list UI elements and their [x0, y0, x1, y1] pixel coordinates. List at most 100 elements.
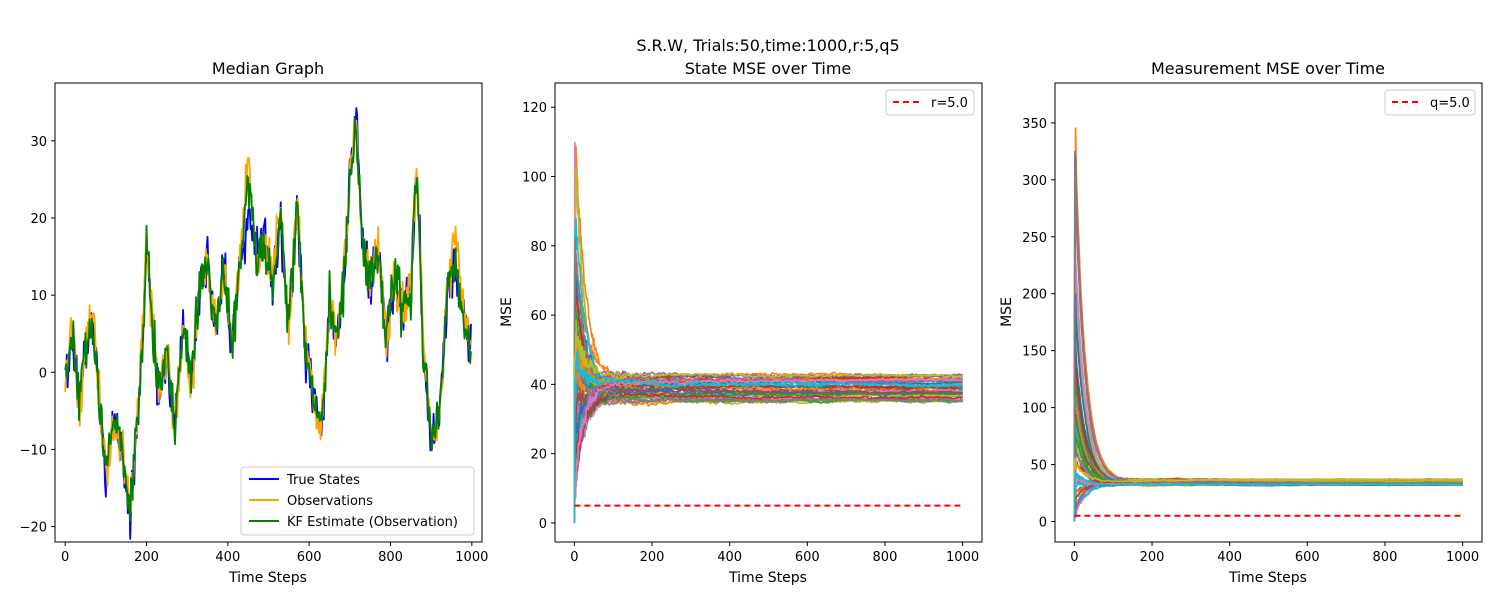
x-tick-label: 200: [1140, 550, 1165, 565]
legend-frame: [240, 466, 475, 536]
legend-label: True States: [286, 473, 360, 488]
trial-line: [1073, 472, 1463, 522]
trial-line: [573, 384, 963, 523]
panel-title: Measurement MSE over Time: [1151, 59, 1385, 78]
y-tick-label: 150: [1022, 345, 1047, 360]
trial-line: [1073, 418, 1463, 522]
x-tick-label: 400: [1217, 550, 1242, 565]
trial-line: [573, 310, 964, 523]
trial-line: [1073, 377, 1463, 522]
trial-line: [573, 390, 963, 523]
x-tick-label: 1000: [1446, 550, 1479, 565]
trial-line: [1073, 155, 1463, 522]
panel-title: State MSE over Time: [685, 59, 852, 78]
panel-measurement-mse: Measurement MSE over Time 0 200 400 600 800 1…: [999, 59, 1483, 586]
trial-line: [573, 340, 963, 523]
trial-line: [573, 326, 963, 523]
axes: 0 200 400 600 800 1000 0 20 40 60 80 100 120: [522, 82, 983, 565]
trial-line: [1073, 374, 1463, 522]
axes: 0 200 400 600 800 1000 −20 −10 0 10 20 30: [20, 82, 488, 565]
trial-line: [573, 386, 963, 523]
trial-line: [573, 331, 963, 523]
y-tick-label: 50: [1030, 459, 1047, 474]
trial-line: [573, 392, 963, 523]
y-axis-label: MSE: [499, 297, 515, 327]
axes-frame: [54, 82, 483, 543]
trial-line: [1073, 398, 1463, 522]
x-tick-label: 600: [1295, 550, 1320, 565]
y-tick-label: 100: [522, 171, 547, 186]
trial-line: [1073, 337, 1463, 522]
trial-line: [1073, 150, 1463, 522]
trial-line: [1073, 355, 1463, 522]
x-tick-label: 600: [297, 550, 322, 565]
legend-frame: [885, 89, 975, 116]
trial-line: [1073, 362, 1463, 522]
y-tick-label: 200: [1022, 288, 1047, 303]
y-tick-label: 100: [1022, 402, 1047, 417]
trial-line: [1073, 419, 1463, 522]
trial-line: [1073, 409, 1463, 522]
trial-line: [573, 388, 963, 523]
x-tick-label: 0: [61, 550, 69, 565]
trial-line: [1073, 386, 1463, 522]
trial-line: [573, 388, 963, 523]
trial-line: [573, 319, 963, 523]
trial-line: [1073, 378, 1463, 522]
y-tick-label: 250: [1022, 231, 1047, 246]
trial-line: [1073, 127, 1463, 522]
trial-line: [1073, 154, 1463, 522]
y-tick-label: 300: [1022, 174, 1047, 189]
plot-area: [64, 107, 472, 540]
trial-line: [1073, 461, 1463, 522]
x-axis-label: Time Steps: [728, 570, 807, 586]
x-tick-label: 800: [378, 550, 403, 565]
legend-label: Observations: [287, 494, 373, 509]
trial-line: [573, 375, 963, 523]
trial-line: [573, 396, 963, 523]
trial-line: [573, 350, 963, 523]
trial-line: [573, 319, 963, 523]
legend: r=5.0: [885, 89, 975, 116]
x-tick-label: 600: [795, 550, 820, 565]
legend: q=5.0: [1384, 89, 1476, 116]
y-tick-label: 20: [530, 448, 547, 463]
trial-line: [1073, 363, 1463, 522]
trial-line: [573, 389, 964, 523]
y-tick-label: −10: [20, 443, 47, 458]
panel-state-mse: State MSE over Time 0 200 400 600 800 1000 0 20…: [499, 59, 983, 586]
x-tick-label: 200: [134, 550, 159, 565]
plot-area: [573, 141, 964, 523]
trial-line: [573, 385, 963, 523]
x-tick-label: 1000: [946, 550, 979, 565]
y-tick-label: −20: [20, 521, 47, 536]
y-tick-label: 20: [30, 212, 47, 227]
trial-line: [573, 386, 963, 523]
x-tick-label: 400: [215, 550, 240, 565]
trial-line: [573, 389, 963, 523]
y-tick-label: 350: [1022, 117, 1047, 132]
x-axis-label: Time Steps: [228, 570, 307, 586]
plot-area: [1073, 127, 1463, 522]
trial-line: [573, 377, 963, 523]
trial-line: [573, 390, 963, 523]
y-tick-label: 40: [530, 378, 547, 393]
trial-line: [573, 336, 963, 523]
y-tick-label: 120: [522, 101, 547, 116]
trial-line: [1073, 356, 1463, 522]
y-tick-label: 30: [30, 135, 47, 150]
x-axis-label: Time Steps: [1228, 570, 1307, 586]
legend-label: KF Estimate (Observation): [287, 515, 458, 530]
x-tick-label: 0: [1070, 550, 1078, 565]
trial-line: [573, 237, 963, 523]
trial-line: [573, 390, 964, 523]
panel-title: Median Graph: [212, 59, 324, 78]
x-tick-label: 0: [570, 550, 578, 565]
y-tick-label: 60: [530, 309, 547, 324]
trial-line: [1073, 415, 1463, 522]
y-tick-label: 80: [530, 240, 547, 255]
trial-line: [1073, 292, 1463, 522]
trial-line: [1073, 428, 1463, 522]
trial-line: [573, 144, 963, 523]
